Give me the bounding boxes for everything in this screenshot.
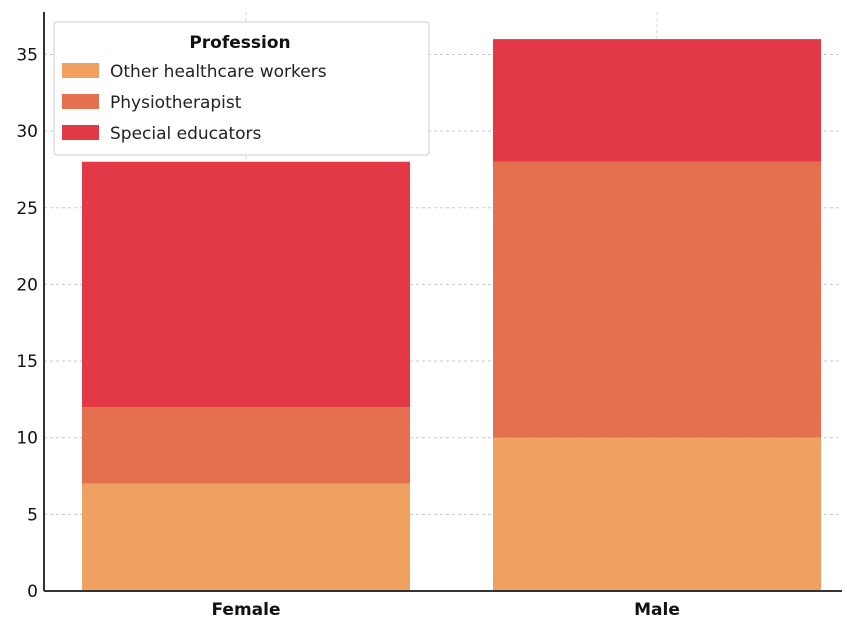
y-tick-label: 15 (16, 352, 38, 372)
x-tick-label: Female (212, 600, 281, 619)
y-tick-label: 5 (27, 505, 38, 525)
y-tick-label: 10 (16, 429, 38, 449)
legend-swatch (62, 94, 99, 109)
y-axis-ticks: 0 5 10 15 20 25 30 35 (16, 45, 38, 602)
legend: Profession Other healthcare workers Physi… (53, 21, 430, 156)
legend-items: Other healthcare workers Physiotherapist S… (62, 62, 327, 144)
legend-box (53, 21, 430, 156)
legend-swatch (62, 125, 99, 140)
legend-entry-label: Physiotherapist (110, 93, 242, 113)
y-tick-label: 30 (16, 122, 38, 142)
bar-segment (82, 407, 410, 484)
y-tick-label: 20 (16, 275, 38, 295)
x-tick-label: Male (634, 600, 680, 619)
x-axis-ticks: Female Male (212, 600, 680, 619)
bar-segment (493, 437, 821, 591)
axes (43, 12, 842, 592)
y-tick-label: 35 (16, 45, 38, 65)
y-tick-label: 25 (16, 199, 38, 219)
legend-title: Profession (189, 33, 290, 53)
bar-segment (82, 483, 410, 591)
legend-entry-label: Special educators (110, 124, 261, 144)
bar-segment (493, 39, 821, 162)
legend-entry-label: Other healthcare workers (110, 62, 327, 82)
bars (82, 39, 821, 591)
bar-segment (82, 161, 410, 408)
y-tick-label: 0 (27, 582, 38, 602)
legend-swatch (62, 63, 99, 78)
bar-segment (493, 161, 821, 438)
